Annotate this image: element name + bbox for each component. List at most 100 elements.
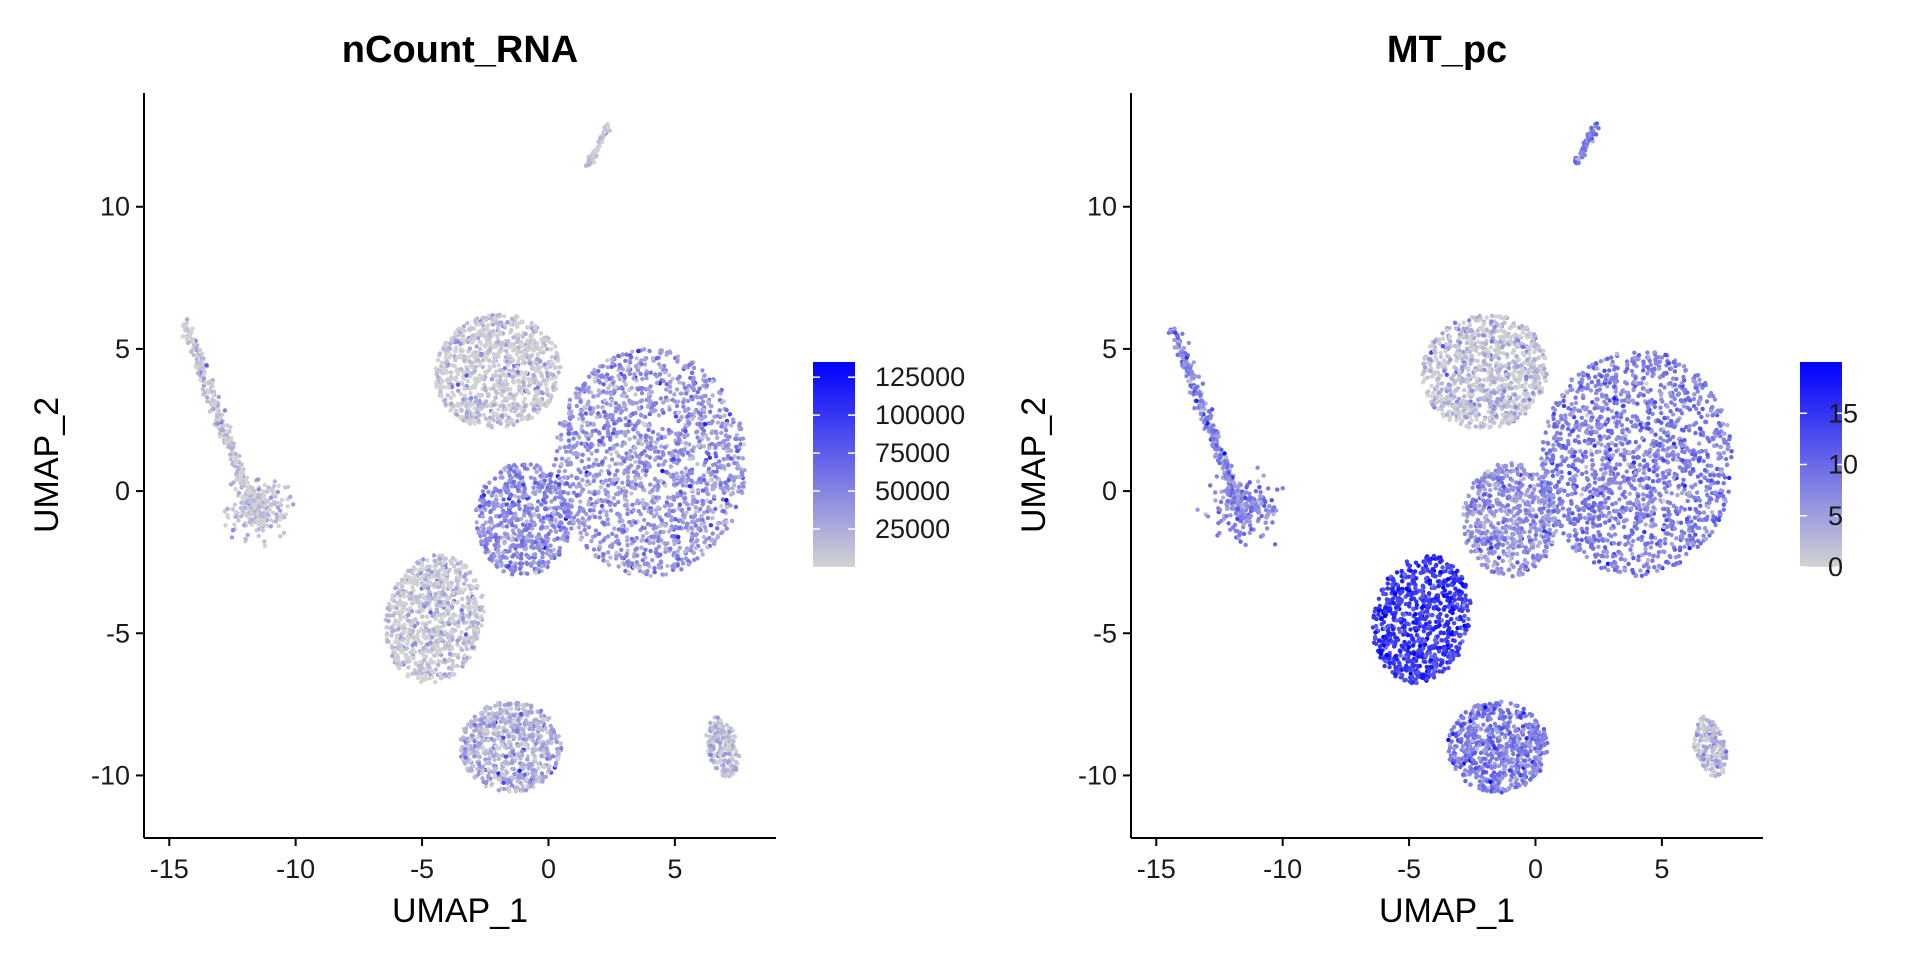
data-point	[579, 459, 584, 464]
data-point	[554, 739, 559, 744]
data-point	[578, 530, 583, 536]
data-point	[408, 650, 413, 655]
data-point	[599, 503, 605, 509]
data-point	[480, 357, 486, 363]
data-point	[675, 474, 681, 479]
data-point	[420, 574, 426, 579]
data-point	[477, 378, 482, 383]
data-point	[534, 469, 539, 475]
data-point	[725, 449, 730, 454]
data-point	[496, 788, 501, 793]
data-point	[591, 394, 596, 399]
data-point	[647, 348, 652, 354]
data-point	[510, 523, 515, 528]
data-point	[500, 475, 505, 480]
data-point	[476, 772, 481, 777]
data-point	[578, 399, 583, 404]
data-point	[683, 525, 689, 530]
data-point	[201, 372, 206, 377]
data-point	[492, 486, 498, 491]
data-point	[529, 366, 535, 371]
data-point	[684, 391, 689, 396]
data-point	[469, 395, 474, 401]
data-point	[450, 363, 455, 368]
data-point	[578, 499, 583, 504]
data-point	[621, 393, 627, 398]
data-point	[642, 570, 647, 575]
data-point	[651, 540, 656, 545]
data-point	[501, 735, 506, 740]
data-point	[532, 465, 537, 471]
data-point	[502, 465, 508, 471]
data-point	[651, 401, 656, 406]
data-point	[471, 578, 476, 583]
data-point	[475, 766, 480, 772]
data-point	[505, 513, 510, 518]
data-point	[389, 597, 395, 602]
data-point	[190, 339, 196, 344]
data-point	[592, 503, 597, 509]
data-point	[418, 567, 423, 572]
data-point	[400, 584, 405, 589]
data-point	[683, 440, 688, 446]
data-point	[480, 489, 486, 494]
data-point	[462, 653, 467, 658]
data-point	[586, 457, 591, 462]
data-point	[705, 399, 711, 404]
data-point	[515, 419, 520, 424]
data-point	[562, 468, 568, 474]
data-point	[523, 331, 528, 337]
data-point	[595, 404, 601, 409]
data-point	[683, 408, 689, 413]
data-point	[453, 331, 458, 336]
data-point	[504, 382, 510, 387]
data-point	[232, 502, 237, 507]
data-point	[482, 505, 487, 511]
data-point	[710, 393, 715, 398]
data-point	[558, 365, 563, 370]
data-point	[642, 448, 647, 454]
data-point	[487, 333, 492, 338]
data-point	[646, 461, 651, 466]
data-point	[700, 431, 705, 436]
data-point	[405, 641, 410, 646]
data-point	[695, 461, 700, 467]
data-point	[614, 550, 619, 556]
data-point	[700, 498, 705, 504]
data-point	[596, 498, 601, 503]
data-point	[597, 414, 603, 419]
data-point	[620, 480, 625, 485]
data-point	[436, 572, 441, 577]
data-point	[201, 367, 206, 372]
data-point	[682, 491, 687, 496]
data-point	[282, 515, 287, 520]
data-point	[646, 396, 651, 402]
data-point	[672, 399, 678, 404]
data-point	[498, 493, 504, 498]
data-point	[662, 370, 668, 375]
data-point	[689, 361, 694, 367]
data-point	[462, 587, 468, 592]
data-point	[461, 640, 466, 646]
data-point	[491, 363, 497, 369]
data-point	[504, 348, 509, 353]
data-point	[190, 326, 195, 331]
data-point	[602, 398, 608, 403]
data-point	[553, 517, 558, 522]
data-point	[458, 415, 463, 420]
data-point	[456, 619, 461, 625]
data-point	[486, 423, 491, 428]
data-point	[522, 527, 527, 532]
data-point	[670, 508, 675, 514]
data-point	[601, 521, 606, 526]
data-point	[242, 505, 248, 510]
data-point	[446, 385, 451, 390]
data-point	[467, 386, 473, 391]
data-point	[610, 531, 615, 537]
data-point	[426, 593, 431, 599]
data-point	[437, 556, 443, 561]
data-point	[566, 430, 572, 436]
data-point	[393, 647, 398, 652]
data-point	[449, 401, 454, 406]
data-point	[690, 541, 696, 546]
